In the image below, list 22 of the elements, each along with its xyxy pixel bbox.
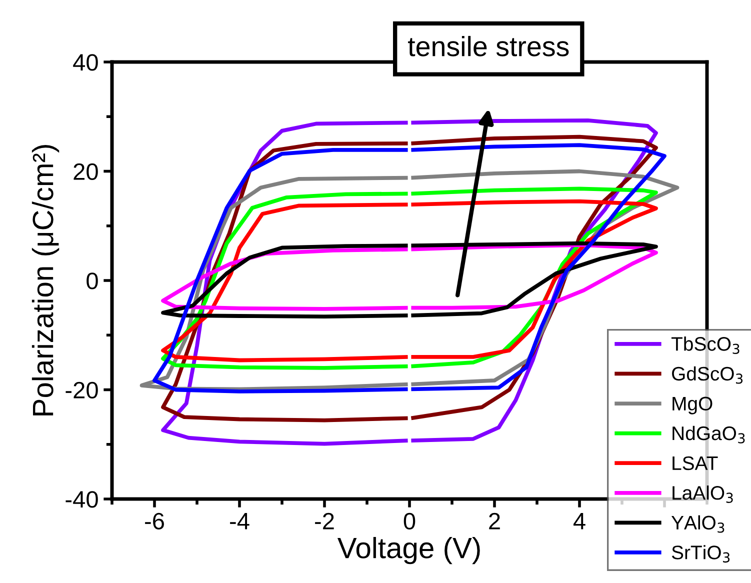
x-tick-label: 0	[404, 512, 416, 530]
x-tick-label: -4	[230, 513, 250, 530]
x-tick-label: -6	[145, 512, 164, 530]
legend-label: LaAlO$_{3}$	[672, 486, 733, 503]
legend-label: TbScO$_{3}$	[671, 336, 740, 354]
y-tick-label: 0	[86, 272, 98, 290]
legend-label: MgO	[672, 396, 712, 414]
legend-label: GdScO$_{3}$	[672, 366, 743, 384]
legend-label: SrTiO$_{3}$	[672, 545, 730, 563]
x-tick-label: 2	[489, 512, 500, 530]
text: tensile stress	[408, 36, 569, 56]
y-axis-title: Polarization (μC/cm²)	[32, 145, 60, 416]
legend-label: YAlO$_{3}$	[671, 515, 724, 533]
y-tick-label: 40	[73, 54, 98, 71]
x-tick-label: -2	[315, 512, 334, 530]
legend-label: NdGaO$_{3}$	[672, 426, 745, 444]
y-tick-label: 20	[74, 163, 98, 180]
y-tick-label: -40	[66, 491, 98, 508]
x-axis-title: Voltage (V)	[337, 536, 480, 564]
x-tick-label: 4	[573, 513, 586, 530]
legend-label: LSAT	[672, 456, 718, 470]
y-tick-label: -20	[66, 382, 98, 399]
